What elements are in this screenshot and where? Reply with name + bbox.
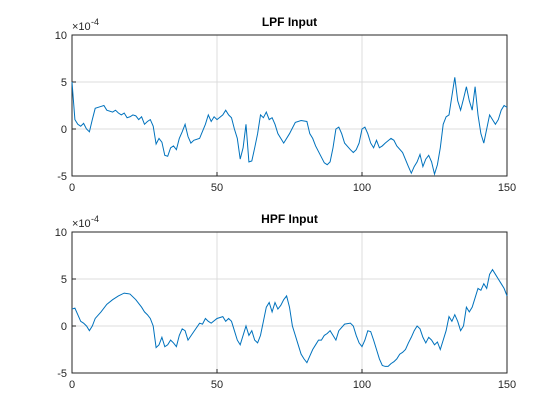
x-tick-label: 0 bbox=[69, 379, 75, 391]
x-tick-label: 150 bbox=[498, 182, 516, 194]
y-tick-label: 0 bbox=[61, 321, 67, 333]
x-tick-label: 150 bbox=[498, 379, 516, 391]
y-multiplier: ×10 bbox=[72, 21, 91, 33]
plot-area bbox=[71, 34, 508, 177]
x-tick-label: 100 bbox=[353, 182, 371, 194]
x-tick-label: 100 bbox=[353, 379, 371, 391]
y-tick-label: 10 bbox=[55, 30, 67, 42]
y-exponent: -4 bbox=[91, 17, 99, 27]
y-exponent: -4 bbox=[91, 214, 99, 224]
y-tick-label: 0 bbox=[61, 124, 67, 136]
x-tick-label: 0 bbox=[69, 182, 75, 194]
data-line bbox=[71, 268, 508, 367]
y-tick-label: 5 bbox=[61, 274, 67, 286]
axes-box bbox=[71, 231, 508, 374]
y-tick-label: -5 bbox=[57, 171, 67, 183]
x-tick-label: 50 bbox=[211, 182, 223, 194]
y-tick-label: 10 bbox=[55, 227, 67, 239]
axes-box bbox=[71, 34, 508, 177]
plot-area bbox=[71, 231, 508, 374]
x-tick-label: 50 bbox=[211, 379, 223, 391]
chart-title: HPF Input bbox=[261, 212, 318, 226]
y-tick-label: 5 bbox=[61, 77, 67, 89]
y-tick-label: -5 bbox=[57, 368, 67, 380]
chart-title: LPF Input bbox=[262, 15, 317, 29]
data-line bbox=[71, 77, 508, 177]
y-multiplier: ×10 bbox=[72, 218, 91, 230]
